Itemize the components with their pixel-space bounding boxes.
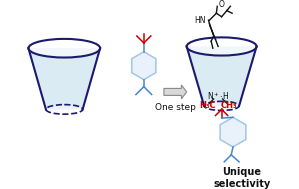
Ellipse shape [204,101,239,110]
Text: One step: One step [155,103,196,112]
Text: N$^+$$\cdot$H: N$^+$$\cdot$H [207,90,229,102]
Polygon shape [164,85,187,99]
Text: H₃C: H₃C [199,101,216,109]
Ellipse shape [46,105,83,114]
Polygon shape [28,48,100,109]
Text: CH₃: CH₃ [220,101,237,109]
Polygon shape [132,52,156,80]
Text: O: O [219,0,225,9]
Text: Unique
selectivity: Unique selectivity [213,167,270,189]
Polygon shape [187,46,257,106]
Ellipse shape [187,37,257,56]
Text: HN: HN [194,16,206,25]
Polygon shape [220,117,246,147]
Ellipse shape [28,39,100,57]
